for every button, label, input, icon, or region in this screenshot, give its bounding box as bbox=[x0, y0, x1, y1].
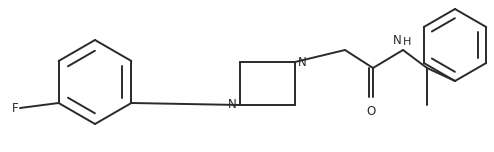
Text: N: N bbox=[298, 55, 307, 69]
Text: H: H bbox=[403, 37, 412, 47]
Text: F: F bbox=[11, 102, 18, 114]
Text: N: N bbox=[393, 34, 402, 47]
Text: O: O bbox=[367, 105, 375, 118]
Text: N: N bbox=[228, 98, 237, 112]
